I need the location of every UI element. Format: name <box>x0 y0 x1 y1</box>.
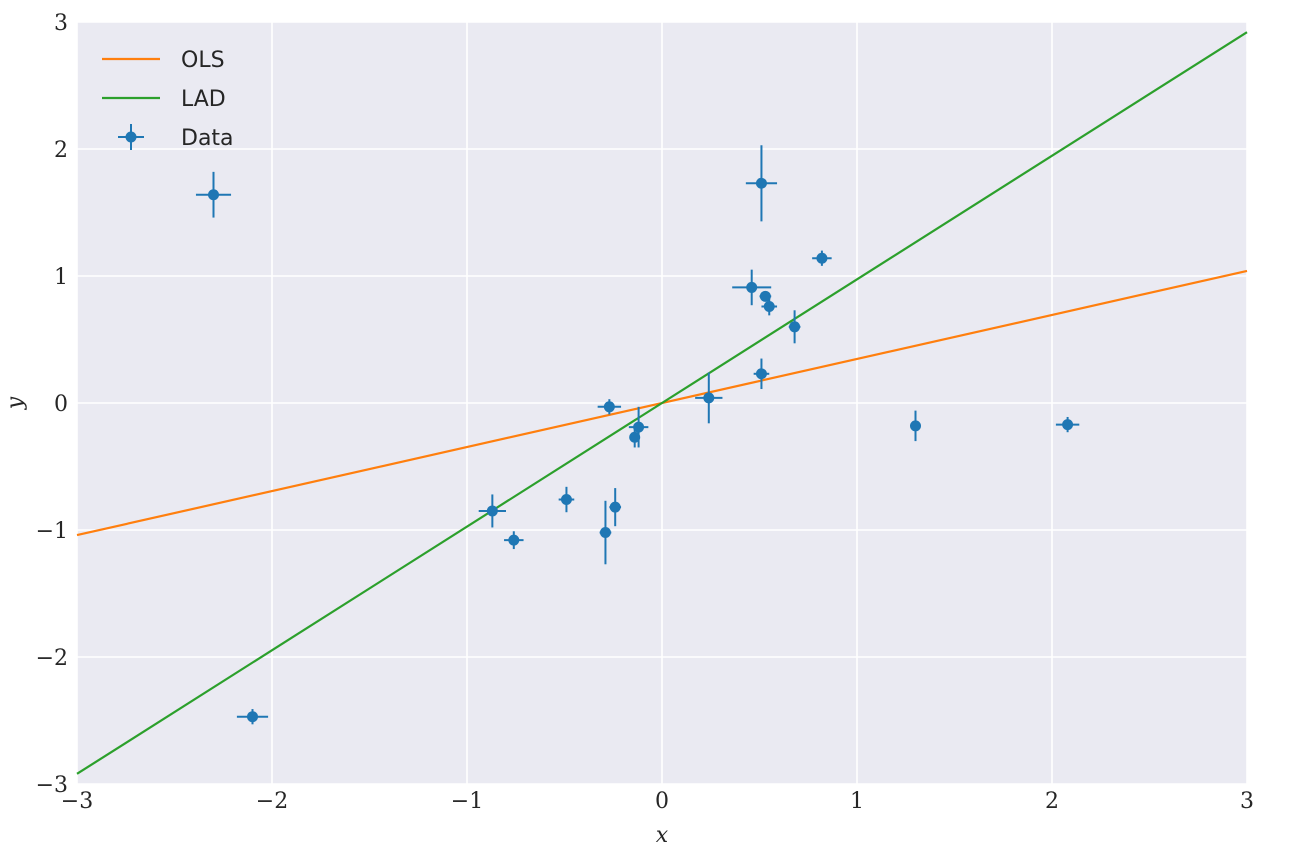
y-tick-label: 1 <box>54 265 68 290</box>
legend-item-lad: LAD <box>102 87 226 112</box>
point-marker <box>789 321 801 333</box>
data-point <box>628 406 649 448</box>
x-axis-label: x <box>656 823 669 848</box>
legend-item-data: Data <box>118 124 234 151</box>
x-tick-label: 1 <box>850 789 864 814</box>
y-tick-label: −3 <box>36 773 68 798</box>
point-marker <box>247 711 258 723</box>
data-point <box>236 709 269 725</box>
legend-label: Data <box>181 126 234 151</box>
legend-label: LAD <box>181 87 226 112</box>
data-point <box>599 500 612 565</box>
data-point <box>732 269 772 306</box>
y-tick-label: 2 <box>54 138 68 163</box>
point-marker <box>508 534 520 546</box>
point-marker <box>755 177 767 189</box>
data-point <box>504 531 524 550</box>
legend-swatch-marker <box>125 131 137 143</box>
point-marker <box>609 501 621 513</box>
y-tick-label: 3 <box>54 11 68 36</box>
legend-item-ols: OLS <box>102 48 225 73</box>
data-point <box>195 171 232 218</box>
point-marker <box>755 368 767 380</box>
data-points <box>195 145 1080 725</box>
point-marker <box>629 431 641 443</box>
x-tick-label: −2 <box>256 789 288 814</box>
series-line-lad <box>76 31 1248 775</box>
legend-label: OLS <box>181 48 225 73</box>
y-axis-label: y <box>3 396 28 410</box>
point-marker <box>599 527 611 539</box>
x-tick-label: 3 <box>1240 789 1254 814</box>
y-tick-labels: −3 −2 −1 0 1 2 3 <box>36 11 68 798</box>
x-tick-label: −3 <box>61 789 93 814</box>
data-point <box>759 290 772 302</box>
data-point <box>558 486 575 513</box>
data-point <box>745 145 778 222</box>
data-point <box>478 494 506 528</box>
point-marker <box>603 401 615 413</box>
point-marker <box>1062 419 1074 431</box>
data-point <box>609 488 622 527</box>
y-tick-label: −1 <box>36 519 68 544</box>
data-point <box>910 410 921 442</box>
fit-lines <box>76 31 1248 775</box>
point-marker <box>633 421 645 433</box>
point-marker <box>746 281 758 293</box>
point-marker <box>816 252 828 264</box>
data-point <box>1055 416 1080 433</box>
point-marker <box>703 392 715 404</box>
data-point <box>761 297 778 316</box>
legend: OLS LAD Data <box>102 48 234 151</box>
x-tick-label: −1 <box>451 789 483 814</box>
data-point <box>695 372 723 424</box>
point-marker <box>560 494 572 506</box>
data-point <box>753 358 770 390</box>
data-point <box>788 310 801 344</box>
y-tick-label: −2 <box>36 646 68 671</box>
point-marker <box>763 300 775 312</box>
data-point <box>812 250 832 266</box>
x-tick-label: 2 <box>1045 789 1059 814</box>
x-tick-label: 0 <box>655 789 669 814</box>
point-marker <box>759 290 771 302</box>
point-marker <box>486 505 498 517</box>
data-point <box>597 399 622 415</box>
point-marker <box>910 420 921 432</box>
x-tick-labels: −3 −2 −1 0 1 2 3 <box>61 789 1254 814</box>
point-marker <box>208 189 219 201</box>
y-tick-label: 0 <box>54 392 68 417</box>
